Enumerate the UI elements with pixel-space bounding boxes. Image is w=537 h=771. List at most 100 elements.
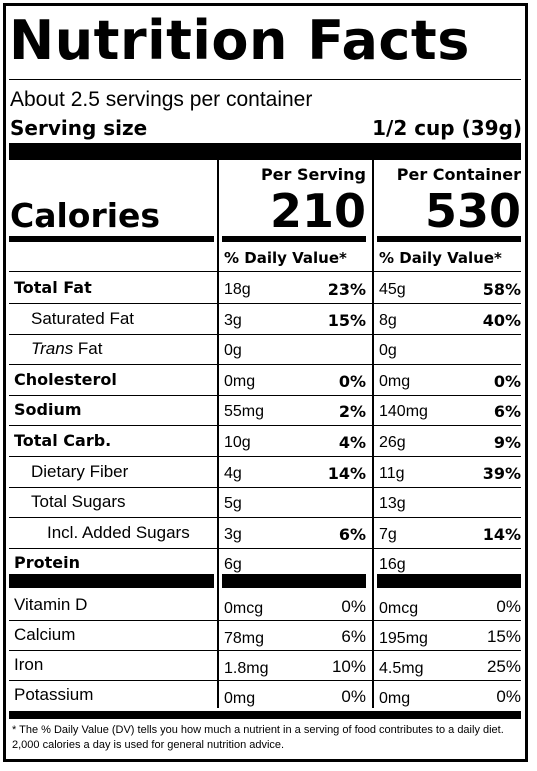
nutrient-row: Incl. Added Sugars 3g 6% 7g 14%: [0, 518, 537, 548]
container-amount: 0g: [379, 342, 397, 360]
per-serving-header: Per Serving: [260, 165, 366, 184]
serving-amount: 3g: [224, 525, 242, 543]
daily-value-header-container: % Daily Value*: [379, 249, 502, 267]
serving-amount: 0g: [224, 342, 242, 360]
nutrient-row: Total Fat 18g 23% 45g 58%: [0, 273, 537, 303]
row-divider: [9, 547, 521, 549]
nutrient-name: Cholesterol: [14, 369, 117, 389]
nutrient-name: Iron: [14, 655, 44, 674]
serving-amount: 5g: [224, 495, 242, 513]
container-daily-value: 39%: [482, 463, 521, 483]
nutrition-label: [3, 3, 528, 762]
serving-size-value: 1/2 cup (39g): [372, 116, 522, 140]
title-divider: [9, 79, 521, 80]
nutrient-row: Protein 6g 16g: [0, 548, 537, 578]
container-daily-value: 6%: [493, 402, 521, 422]
column-separator-container: [372, 160, 374, 708]
nutrient-name: Total Carb.: [14, 431, 112, 450]
container-amount: 0mg: [379, 690, 411, 707]
nutrient-name: Sodium: [14, 400, 82, 420]
daily-value-header-serving: % Daily Value*: [224, 249, 347, 267]
row-divider: [9, 650, 521, 651]
container-daily-value: 0%: [493, 371, 521, 391]
nutrient-name: Incl. Added Sugars: [47, 522, 190, 542]
row-divider: [9, 620, 521, 621]
calories-bar-serving: [222, 236, 366, 242]
thick-divider-bottom: [9, 711, 521, 719]
row-divider: [9, 303, 521, 304]
nutrient-name-rest: Fat: [73, 339, 103, 359]
row-divider: [9, 486, 521, 488]
calories-per-serving: 210: [269, 184, 366, 238]
nutrient-name: Trans Fat: [31, 334, 103, 364]
thick-divider-vitamins-container: [377, 574, 521, 588]
vitamin-row: Vitamin D 0mcg 0% 0mcg 0%: [0, 590, 537, 620]
dv-header-divider: [9, 271, 521, 272]
nutrient-row: Cholesterol 0mg 0% 0mg 0%: [0, 365, 537, 395]
row-divider: [9, 517, 521, 519]
serving-daily-value: 23%: [327, 280, 366, 299]
nutrient-name: Total Sugars: [31, 492, 126, 512]
container-amount: 140mg: [379, 403, 428, 421]
container-amount: 11g: [379, 464, 405, 482]
container-amount: 7g: [379, 525, 397, 543]
container-daily-value: 25%: [486, 657, 521, 676]
serving-amount: 78mg: [224, 630, 265, 647]
serving-size-label: Serving size: [10, 116, 148, 140]
row-divider: [9, 333, 521, 335]
container-amount: 4.5mg: [379, 660, 424, 677]
container-amount: 45g: [379, 281, 406, 298]
footnote: * The % Daily Value (DV) tells you how m…: [12, 724, 504, 751]
calories-bar-left: [9, 236, 214, 242]
serving-amount: 0mg: [224, 690, 256, 707]
container-daily-value: 0%: [496, 597, 521, 616]
calories-label: Calories: [10, 196, 161, 235]
nutrient-row: Total Sugars 5g 13g: [0, 487, 537, 517]
serving-amount: 6g: [224, 556, 242, 574]
nutrient-name: Total Fat: [14, 278, 92, 297]
serving-daily-value: 0%: [341, 597, 366, 616]
servings-per-container: About 2.5 servings per container: [10, 88, 313, 111]
serving-daily-value: 2%: [338, 402, 366, 422]
calories-per-container: 530: [424, 184, 521, 238]
thick-divider-top: [9, 143, 521, 160]
thick-divider-vitamins-serving: [222, 574, 366, 588]
vitamin-row: Potassium 0mg 0% 0mg 0%: [0, 680, 537, 710]
serving-daily-value: 0%: [341, 687, 366, 706]
serving-daily-value: 4%: [338, 433, 366, 452]
nutrient-name: Calcium: [14, 625, 76, 644]
container-amount: 13g: [379, 495, 406, 513]
row-divider: [9, 680, 521, 681]
serving-daily-value: 15%: [327, 310, 366, 330]
per-container-header: Per Container: [396, 165, 521, 184]
nutrient-row: Total Carb. 10g 4% 26g 9%: [0, 426, 537, 456]
serving-daily-value: 0%: [338, 371, 366, 391]
nutrient-row: Sodium 55mg 2% 140mg 6%: [0, 395, 537, 425]
label-title: Nutrition Facts: [9, 9, 470, 72]
vitamin-row: Iron 1.8mg 10% 4.5mg 25%: [0, 650, 537, 680]
row-divider: [9, 364, 521, 366]
row-divider: [9, 425, 521, 427]
serving-daily-value: 10%: [331, 657, 366, 676]
nutrient-name: Potassium: [14, 685, 94, 704]
nutrient-name: Dietary Fiber: [31, 461, 129, 481]
serving-amount: 4g: [224, 464, 242, 482]
serving-daily-value: 6%: [341, 627, 366, 646]
serving-amount: 0mcg: [224, 600, 264, 617]
nutrient-name: Protein: [14, 553, 80, 573]
serving-amount: 18g: [224, 281, 251, 298]
serving-amount: 10g: [224, 434, 251, 451]
serving-amount: 0mg: [224, 372, 256, 390]
serving-daily-value: 6%: [338, 524, 366, 544]
container-daily-value: 0%: [496, 687, 521, 706]
nutrient-name: Vitamin D: [14, 595, 88, 614]
row-divider: [9, 394, 521, 396]
row-divider: [9, 456, 521, 457]
nutrient-row: Trans Fat 0g 0g: [0, 334, 537, 364]
container-daily-value: 15%: [486, 627, 521, 646]
container-amount: 0mg: [379, 372, 411, 390]
thick-divider-vitamins-left: [9, 574, 214, 588]
nutrient-name: Saturated Fat: [31, 308, 135, 328]
container-amount: 26g: [379, 434, 406, 451]
serving-amount: 1.8mg: [224, 660, 269, 677]
